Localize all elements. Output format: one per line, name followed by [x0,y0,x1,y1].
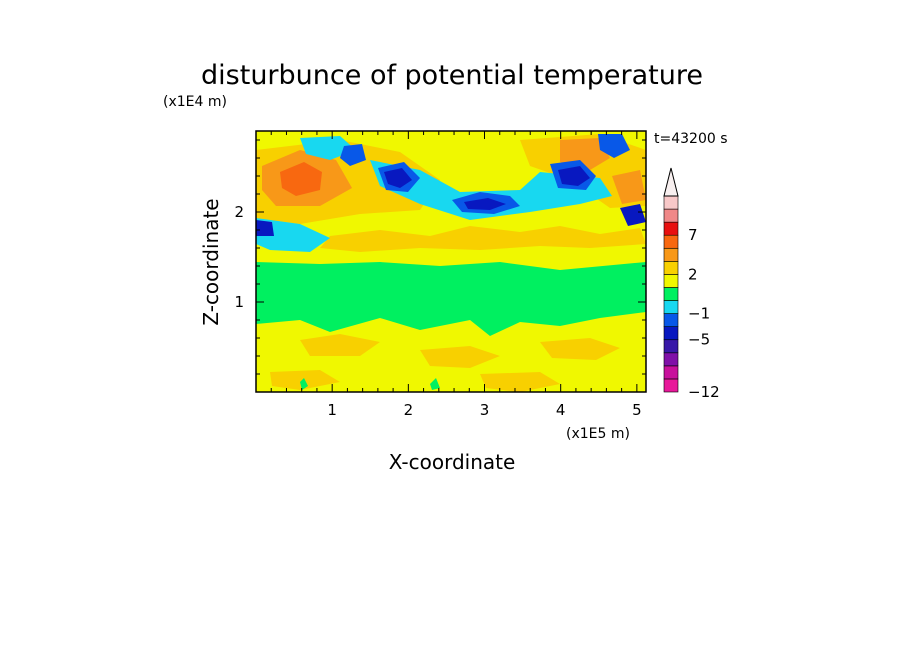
colorbar-swatch [663,261,679,275]
y-scale-label: (x1E4 m) [163,94,227,110]
field-orange-patch [280,162,322,196]
field-lower-speckle [300,378,308,390]
field-cyan-band [370,160,612,220]
field-orange-patch [612,170,646,204]
field-lower-speckle [420,346,500,368]
field-orange-patch [320,226,646,252]
colorbar-swatch [663,313,679,327]
field-blue-core [598,134,630,158]
colorbar-swatch [663,326,679,341]
colorbar-swatch [663,208,679,223]
colorbar-swatch [663,195,679,210]
colorbar-swatch [663,352,679,367]
x-scale-label: (x1E5 m) [566,426,630,442]
field-blue-core [558,166,590,186]
x-axis-ticks: 1 2 3 4 5 [270,131,642,419]
colorbar-label: −12 [688,383,720,401]
field-lower-speckle [540,338,620,360]
colorbar-swatch [663,287,679,301]
colorbar-label: −5 [688,331,710,349]
y-axis-ticks: 12 [234,139,646,375]
field-blue-core [340,144,366,166]
colorbar-label: 7 [688,226,698,244]
colorbar-swatch [663,300,679,314]
plot-frame [255,130,647,393]
x-tick-label: 5 [632,401,642,419]
field-lower-speckle [430,378,440,390]
field-blue-core [256,220,274,236]
time-label: t=43200 s [654,131,728,147]
colorbar-swatch [663,247,679,262]
colorbar: 7 2 −1 −5 −12 [663,167,720,401]
field-cyan-band [256,218,330,252]
field-lower-speckle [480,372,560,392]
x-tick-label: 1 [327,401,337,419]
field-blue-core [384,168,412,188]
colorbar-swatch [663,365,679,380]
y-tick-label: 2 [234,203,244,221]
colorbar-label: 2 [688,265,698,283]
contour-field [256,131,646,392]
x-tick-label: 4 [556,401,566,419]
chart-title: disturbunce of potential temperature [201,60,703,91]
x-tick-label: 2 [404,401,414,419]
y-tick-label: 1 [234,293,244,311]
field-lower-speckle [300,334,380,356]
colorbar-swatch [663,378,679,393]
colorbar-swatch [663,221,679,236]
colorbar-label: −1 [688,305,710,323]
colorbar-swatch [663,339,679,354]
x-axis-label: X-coordinate [389,450,516,474]
field-blue-core [620,204,646,226]
x-tick-label: 3 [480,401,490,419]
colorbar-extend-arrow [663,167,679,197]
colorbar-swatch [663,274,679,288]
field-blue-core [464,198,506,210]
y-axis-label: Z-coordinate [199,198,223,325]
colorbar-swatch [663,234,679,249]
